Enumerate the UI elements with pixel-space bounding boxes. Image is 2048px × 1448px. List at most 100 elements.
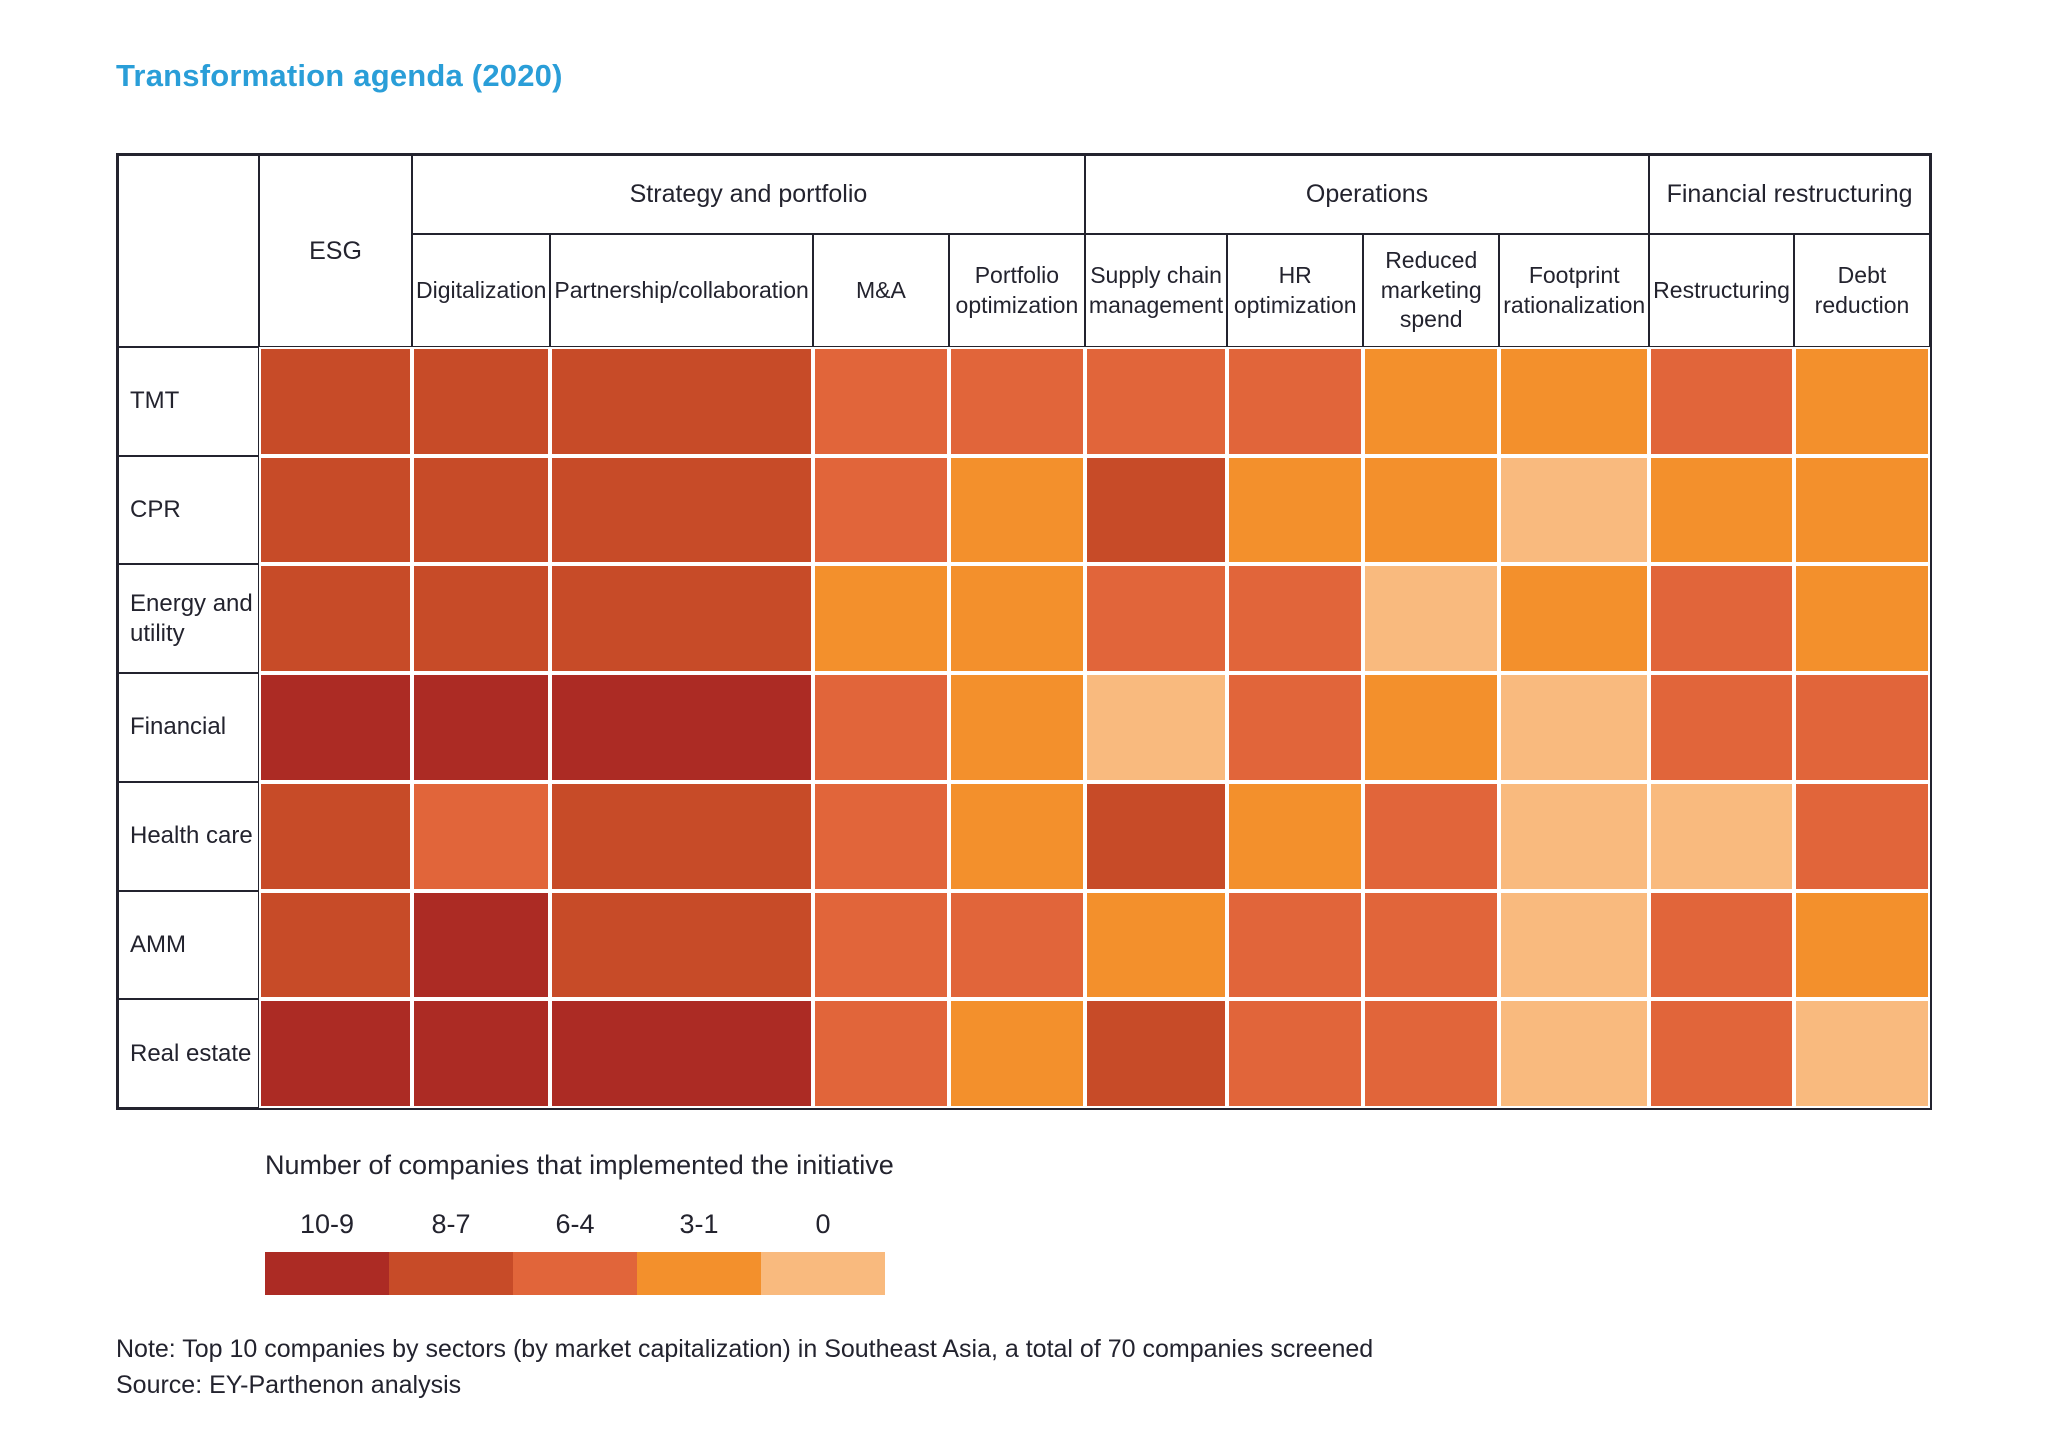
legend-bin: 3-1 xyxy=(637,1209,761,1295)
column-header: HR optimization xyxy=(1227,234,1364,347)
legend-bin-swatch xyxy=(513,1252,637,1295)
row-label: Financial xyxy=(118,673,259,782)
heatmap-cell xyxy=(1649,781,1794,891)
heatmap-cell xyxy=(812,999,949,1108)
heatmap-cell xyxy=(412,455,551,565)
heatmap-cell xyxy=(1363,781,1500,891)
column-header-esg: ESG xyxy=(259,155,412,347)
heatmap-cell xyxy=(259,455,412,565)
heatmap-cell xyxy=(550,890,813,1000)
page-title: Transformation agenda (2020) xyxy=(116,58,563,93)
heatmap-cell xyxy=(1363,673,1500,782)
row-label: CPR xyxy=(118,455,259,565)
heatmap-cell xyxy=(259,673,412,782)
heatmap-cell xyxy=(412,673,551,782)
column-header: Partnership/collaboration xyxy=(550,234,813,347)
heatmap-cell xyxy=(1084,999,1228,1108)
heatmap-cell xyxy=(412,564,551,674)
heatmap-cell xyxy=(1499,999,1650,1108)
column-header: Debt reduction xyxy=(1793,234,1930,347)
heatmap-cell xyxy=(1084,890,1228,1000)
heatmap-cell xyxy=(1363,347,1500,456)
heatmap-cell xyxy=(1499,781,1650,891)
heatmap-cell xyxy=(948,347,1085,456)
heatmap-cell xyxy=(1793,673,1930,782)
row-label: Energy and utility xyxy=(118,564,259,674)
heatmap-cell xyxy=(948,564,1085,674)
column-header: Portfolio optimization xyxy=(948,234,1085,347)
heatmap-cell xyxy=(550,999,813,1108)
heatmap-cell xyxy=(259,999,412,1108)
legend-bin-swatch xyxy=(265,1252,389,1295)
heatmap-cell xyxy=(1793,890,1930,1000)
heatmap-cell xyxy=(550,781,813,891)
heatmap-cell xyxy=(259,890,412,1000)
heatmap-cell xyxy=(1363,564,1500,674)
heatmap-cell xyxy=(412,347,551,456)
heatmap-cell xyxy=(1649,455,1794,565)
legend-bin: 10-9 xyxy=(265,1209,389,1295)
heatmap-cell xyxy=(1084,781,1228,891)
heatmap-cell xyxy=(412,781,551,891)
column-header: Footprint rationalization xyxy=(1499,234,1650,347)
source-text: Source: EY-Parthenon analysis xyxy=(116,1370,462,1399)
legend-bin-label: 3-1 xyxy=(679,1209,719,1239)
heatmap-cell xyxy=(812,564,949,674)
heatmap-cell xyxy=(1084,347,1228,456)
heatmap-cell xyxy=(1499,890,1650,1000)
legend-bin: 6-4 xyxy=(513,1209,637,1295)
row-label: Health care xyxy=(118,781,259,891)
heatmap-cell xyxy=(1227,781,1364,891)
column-header: M&A xyxy=(812,234,949,347)
heatmap-cell xyxy=(1363,890,1500,1000)
heatmap-cell xyxy=(550,673,813,782)
legend-title: Number of companies that implemented the… xyxy=(265,1150,894,1180)
legend-bins: 10-9 8-7 6-4 3-1 0 xyxy=(265,1209,894,1295)
heatmap-cell xyxy=(812,890,949,1000)
heatmap-cell xyxy=(1499,564,1650,674)
legend-bin-label: 10-9 xyxy=(299,1209,355,1239)
legend-bin-swatch xyxy=(761,1252,885,1295)
heatmap-cell xyxy=(948,781,1085,891)
row-label: TMT xyxy=(118,347,259,456)
heatmap-cell xyxy=(1499,455,1650,565)
heatmap-cell xyxy=(1227,455,1364,565)
heatmap-cell xyxy=(1363,999,1500,1108)
heatmap-cell xyxy=(259,347,412,456)
legend-bin-label: 0 xyxy=(815,1209,831,1239)
heatmap-cell xyxy=(1227,347,1364,456)
heatmap-cell xyxy=(1793,347,1930,456)
heatmap-cell xyxy=(1227,999,1364,1108)
column-group: Operations xyxy=(1084,155,1650,234)
heatmap-cell xyxy=(1793,564,1930,674)
column-group: Strategy and portfolio xyxy=(412,155,1085,234)
footnotes: Note: Top 10 companies by sectors (by ma… xyxy=(116,1332,1373,1403)
heatmap-cell xyxy=(1084,455,1228,565)
heatmap-cell xyxy=(1649,999,1794,1108)
legend-bin: 0 xyxy=(761,1209,885,1295)
heatmap-cell xyxy=(1227,564,1364,674)
legend-bin-swatch xyxy=(389,1252,513,1295)
legend-bin-label: 6-4 xyxy=(555,1209,595,1239)
heatmap-cell xyxy=(550,347,813,456)
column-header: Reduced marketing spend xyxy=(1363,234,1500,347)
heatmap-cell xyxy=(1084,673,1228,782)
legend-bin-swatch xyxy=(637,1252,761,1295)
heatmap-table: ESG Strategy and portfolio Operations Finan… xyxy=(116,153,1932,1110)
column-header: Digitalization xyxy=(412,234,551,347)
heatmap-cell xyxy=(259,781,412,891)
heatmap-cell xyxy=(412,999,551,1108)
heatmap-cell xyxy=(1227,890,1364,1000)
heatmap-cell xyxy=(1499,673,1650,782)
heatmap-cell xyxy=(550,455,813,565)
heatmap-cell xyxy=(812,781,949,891)
heatmap-cell xyxy=(259,564,412,674)
heatmap-cell xyxy=(1793,781,1930,891)
legend: Number of companies that implemented the… xyxy=(265,1150,894,1295)
heatmap-cell xyxy=(1649,347,1794,456)
row-label: Real estate xyxy=(118,999,259,1108)
heatmap-cell xyxy=(412,890,551,1000)
legend-bin-label: 8-7 xyxy=(431,1209,471,1239)
heatmap-cell xyxy=(1649,673,1794,782)
